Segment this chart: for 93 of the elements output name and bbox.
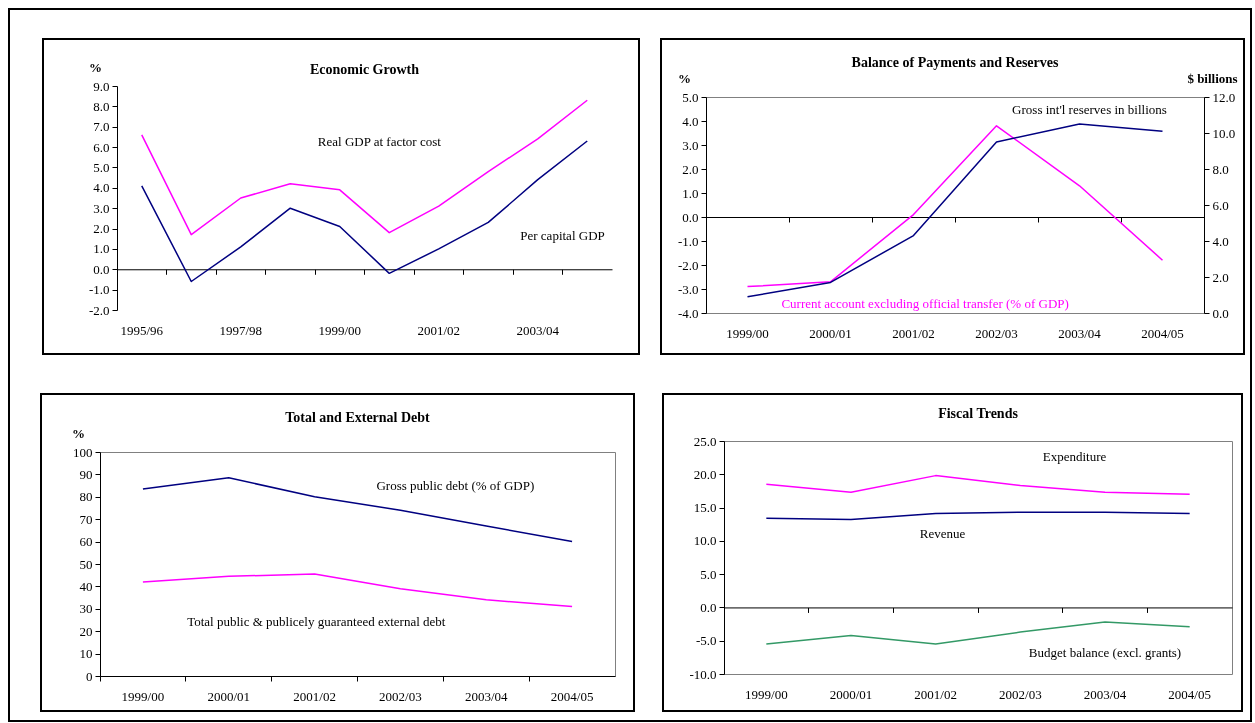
y-tick-label: 3.0 [93, 200, 110, 216]
line-series [142, 573, 573, 608]
x-tick-label: 2004/05 [550, 688, 594, 704]
x-tick-label: 2004/05 [1141, 325, 1184, 341]
x-tick-label: 2001/02 [892, 325, 935, 341]
x-tick-label: 2000/01 [829, 686, 873, 702]
x-tick-label: 1999/00 [745, 686, 788, 702]
y-axis-title: % [72, 425, 85, 441]
y-tick-label: -1.0 [677, 233, 699, 249]
y-tick-label: 0 [86, 668, 93, 684]
x-tick-label: 2002/03 [999, 686, 1042, 702]
x-tick-label: 2003/04 [516, 322, 560, 338]
y-tick-label: 50 [79, 556, 93, 572]
y-tick-label: 7.0 [93, 119, 110, 135]
x-tick-label: 2000/01 [809, 325, 852, 341]
series-label: Revenue [919, 526, 966, 542]
series-label: Gross int'l reserves in billions [1012, 101, 1167, 117]
y-tick-label: 15.0 [693, 500, 717, 516]
x-tick-label: 1999/00 [121, 688, 165, 704]
x-tick-label: 2003/04 [1058, 325, 1102, 341]
y-tick-label: 20.0 [693, 466, 717, 482]
y-tick-label: 5.0 [93, 159, 110, 175]
y-tick-label: 0.0 [682, 209, 699, 225]
x-tick-label: 2000/01 [207, 688, 251, 704]
text: Real GDP at factor cost [317, 134, 442, 149]
line-series [765, 621, 1191, 645]
y-tick-label: 8.0 [93, 98, 110, 114]
y-tick-label: 60 [79, 534, 93, 550]
y-tick-label: 4.0 [93, 180, 110, 196]
y2-axis-title: $ billions [1187, 70, 1238, 86]
x-tick-label: 1995/96 [120, 322, 164, 338]
y-tick-label: 80 [79, 489, 93, 505]
chart-title: Fiscal Trends [938, 406, 1019, 421]
y2-tick-label: 6.0 [1212, 197, 1229, 213]
x-tick-label: 2003/04 [1083, 686, 1127, 702]
y2-tick-label: 2.0 [1212, 269, 1229, 285]
y-tick-label: -4.0 [677, 305, 699, 321]
series-label: Total public & publicely guaranteed external debt [187, 614, 446, 630]
y2-tick-label: 0.0 [1212, 305, 1229, 321]
series-label: Current account excluding official transfer (% of GDP) [781, 296, 1069, 312]
line-series [765, 474, 1191, 496]
y-tick-label: 0.0 [93, 261, 110, 277]
y-tick-label: 9.0 [93, 78, 110, 94]
y-axis-title: % [678, 70, 691, 86]
y-tick-label: -2.0 [88, 302, 110, 318]
y-tick-label: -1.0 [88, 282, 110, 298]
y2-tick-label: 8.0 [1212, 161, 1229, 177]
y-tick-label: 100 [73, 444, 93, 460]
series-label: Per capital GDP [520, 228, 605, 244]
x-tick-label: 2002/03 [379, 688, 422, 704]
line-series [765, 511, 1191, 521]
x-tick-label: 2001/02 [417, 322, 461, 338]
x-tick-label: 2001/02 [293, 688, 336, 704]
series-label: Gross public debt (% of GDP) [376, 477, 535, 493]
y-tick-label: -3.0 [677, 281, 699, 297]
x-tick-label: 2001/02 [914, 686, 957, 702]
y-tick-label: 90 [79, 466, 93, 482]
chart-title: Total and External Debt [285, 410, 431, 425]
y-axis-title: % [89, 59, 102, 75]
x-tick-label: 1999/00 [318, 322, 362, 338]
x-tick-label: 1999/00 [726, 325, 769, 341]
y-tick-label: 10.0 [693, 533, 717, 549]
x-tick-label: 2002/03 [975, 325, 1018, 341]
y-tick-label: -5.0 [695, 633, 717, 649]
y-tick-label: 2.0 [93, 221, 110, 237]
y-tick-label: 20 [79, 623, 93, 639]
y-tick-label: 5.0 [700, 566, 717, 582]
y-tick-label: 25.0 [693, 433, 717, 449]
y2-tick-label: 12.0 [1212, 89, 1236, 105]
y-tick-label: 70 [79, 511, 93, 527]
y-tick-label: 3.0 [682, 137, 699, 153]
chart-title: Balance of Payments and Reserves [851, 55, 1059, 70]
y-tick-label: 10 [79, 646, 93, 662]
y2-tick-label: 10.0 [1212, 125, 1236, 141]
y-tick-label: 5.0 [682, 89, 699, 105]
series-label: Budget balance (excl. grants) [1028, 645, 1182, 661]
y2-tick-label: 4.0 [1212, 233, 1229, 249]
y-tick-label: 2.0 [682, 161, 699, 177]
y-tick-label: 1.0 [93, 241, 110, 257]
y-tick-label: 1.0 [682, 185, 699, 201]
y-tick-label: 30 [79, 601, 93, 617]
y-tick-label: -10.0 [689, 666, 717, 682]
y-tick-label: 40 [79, 578, 93, 594]
x-tick-label: 2004/05 [1168, 686, 1211, 702]
y-tick-label: 6.0 [93, 139, 110, 155]
series-label: Expenditure [1042, 449, 1107, 465]
chart-title: Economic Growth [309, 62, 420, 77]
y-tick-label: 0.0 [700, 599, 717, 615]
y-tick-label: 4.0 [682, 113, 699, 129]
line-series [142, 477, 573, 543]
x-tick-label: 1997/98 [219, 322, 263, 338]
y-tick-label: -2.0 [677, 257, 699, 273]
x-tick-label: 2003/04 [464, 688, 509, 704]
